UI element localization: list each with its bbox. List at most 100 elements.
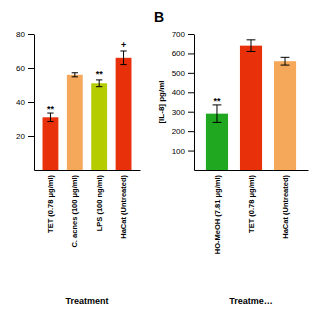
plot-area <box>43 51 132 170</box>
y-tick: 100 <box>172 147 194 156</box>
error-line <box>216 105 217 122</box>
annotation: + <box>121 40 126 50</box>
error-bar <box>120 51 126 65</box>
plot-area <box>206 40 296 170</box>
tick-label: 700 <box>172 30 186 39</box>
error-bar <box>96 80 102 87</box>
y-axis-title: [IL-8] pg/ml <box>157 80 166 123</box>
tick-label: HaCat (Untreated) <box>119 175 128 239</box>
tick-mark <box>188 92 194 93</box>
error-cap <box>281 65 290 66</box>
tick-mark <box>28 34 34 35</box>
error-cap <box>120 64 126 65</box>
x-axis: TET (0.78 μg/ml) C. acnes (100 μg/ml) LPS … <box>35 171 141 248</box>
bar <box>43 117 59 170</box>
error-cap <box>96 79 102 80</box>
error-cap <box>247 51 256 52</box>
tick-label: 300 <box>172 108 186 117</box>
error-cap <box>120 51 126 52</box>
error-line <box>123 51 124 65</box>
tick-label: HaCat (Untreated) <box>281 175 290 239</box>
error-line <box>74 73 75 77</box>
bar <box>116 58 132 170</box>
error-cap <box>72 72 78 73</box>
error-bar <box>72 73 78 77</box>
y-tick: 20 <box>16 132 34 141</box>
axis-line <box>195 170 309 171</box>
error-cap <box>72 76 78 77</box>
tick-label: HO-MeOH (7.81 μg/ml) <box>213 175 222 255</box>
x-tick: C. acnes (100 μg/ml) <box>70 175 79 248</box>
error-bar <box>281 57 290 65</box>
tick-label: 40 <box>16 98 25 107</box>
x-axis-title: Treatme… <box>229 296 273 306</box>
bar <box>240 46 262 170</box>
error-cap <box>281 57 290 58</box>
tick-label: 400 <box>172 88 186 97</box>
tick-label: 80 <box>16 30 25 39</box>
panel: 20 40 60 80 TET (0.78 μg/ml) C. acnes (100 μg… <box>16 30 140 306</box>
y-tick: 500 <box>172 69 194 78</box>
error-cap <box>213 122 222 123</box>
y-tick: 300 <box>172 108 194 117</box>
x-tick: TET (0.78 μg/ml) <box>247 175 256 233</box>
tick-mark <box>188 34 194 35</box>
panel-label: B <box>154 9 164 25</box>
y-axis: 100 200 300 400 500 600 700 <box>172 30 195 170</box>
error-line <box>99 80 100 87</box>
y-tick: 200 <box>172 127 194 136</box>
x-tick: HaCat (Untreated) <box>119 175 128 239</box>
error-line <box>50 113 51 122</box>
tick-label: TET (0.78 μg/ml) <box>247 175 256 233</box>
x-axis-title: Treatment <box>65 296 108 306</box>
y-tick: 400 <box>172 88 194 97</box>
bar <box>206 114 228 170</box>
tick-label: 600 <box>172 49 186 58</box>
y-tick: 60 <box>16 64 34 73</box>
bar <box>91 83 107 170</box>
error-cap <box>47 121 53 122</box>
bar <box>274 61 296 170</box>
annotation: ** <box>96 69 104 79</box>
axis-line <box>194 35 195 171</box>
y-axis: 20 40 60 80 <box>16 30 34 170</box>
y-tick: 600 <box>172 49 194 58</box>
tick-label: 100 <box>172 147 186 156</box>
error-cap <box>247 39 256 40</box>
panel: 100 200 300 400 500 600 700 HO-MeOH (7.81 μg/ml… <box>154 9 309 306</box>
tick-mark <box>188 73 194 74</box>
x-tick: HaCat (Untreated) <box>281 175 290 239</box>
x-tick: HO-MeOH (7.81 μg/ml) <box>213 175 222 255</box>
tick-mark <box>28 136 34 137</box>
annotation: ** <box>213 96 221 106</box>
tick-mark <box>188 131 194 132</box>
y-tick: 40 <box>16 98 34 107</box>
y-tick: 700 <box>172 30 194 39</box>
error-bar <box>247 40 256 52</box>
axis-line <box>34 35 35 171</box>
error-line <box>251 40 252 52</box>
tick-label: 200 <box>172 127 186 136</box>
tick-mark <box>28 102 34 103</box>
tick-label: 20 <box>16 132 25 141</box>
tick-label: 500 <box>172 69 186 78</box>
error-line <box>285 57 286 65</box>
tick-mark <box>28 68 34 69</box>
tick-label: LPS (100 ng/ml) <box>95 175 104 232</box>
tick-label: 60 <box>16 64 25 73</box>
tick-mark <box>188 53 194 54</box>
error-cap <box>96 86 102 87</box>
chart: 20 40 60 80 TET (0.78 μg/ml) C. acnes (100 μg… <box>0 0 320 320</box>
x-tick: TET (0.78 μg/ml) <box>46 175 55 233</box>
tick-mark <box>188 151 194 152</box>
x-axis: HO-MeOH (7.81 μg/ml) TET (0.78 μg/ml) HaCa… <box>195 171 309 255</box>
y-tick: 80 <box>16 30 34 39</box>
error-bar <box>213 105 222 122</box>
error-bar <box>47 113 53 122</box>
axis-line <box>35 170 141 171</box>
tick-label: TET (0.78 μg/ml) <box>46 175 55 233</box>
annotation: ** <box>47 104 55 114</box>
tick-label: C. acnes (100 μg/ml) <box>70 175 79 248</box>
bar <box>67 75 83 170</box>
tick-mark <box>188 112 194 113</box>
